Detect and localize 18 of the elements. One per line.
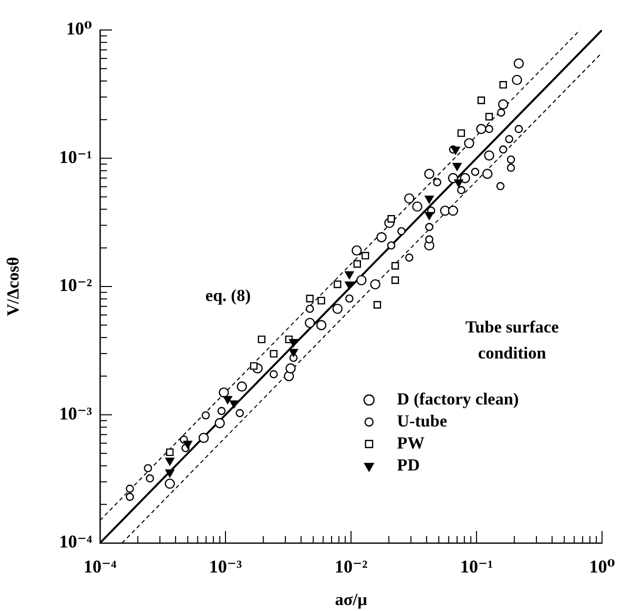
y-tick-label: 10⁻³	[59, 403, 93, 424]
x-tick-label: 10⁻²	[334, 556, 368, 576]
legend-label: U-tube	[397, 411, 448, 430]
x-tick-label: 10⁰	[589, 556, 616, 576]
x-tick-label: 10⁻⁴	[84, 556, 118, 576]
y-tick-label: 10⁻¹	[59, 146, 92, 167]
y-tick-label: 10⁰	[66, 18, 92, 39]
legend-title: Tube surface condition	[465, 317, 560, 362]
x-tick-label: 10⁻³	[209, 556, 243, 576]
legend-label: D (factory clean)	[397, 389, 519, 408]
legend-label: PD	[397, 455, 420, 474]
x-axis-title: aσ/μ	[334, 590, 368, 610]
x-tick-label: 10⁻¹	[460, 556, 493, 576]
annotation: eq. (8)	[205, 286, 251, 306]
legend-label: PW	[397, 433, 424, 452]
y-tick-label: 10⁻⁴	[59, 532, 93, 552]
y-tick-label: 10⁻²	[59, 275, 92, 296]
y-axis-title: V/Δcosθ	[4, 256, 23, 316]
